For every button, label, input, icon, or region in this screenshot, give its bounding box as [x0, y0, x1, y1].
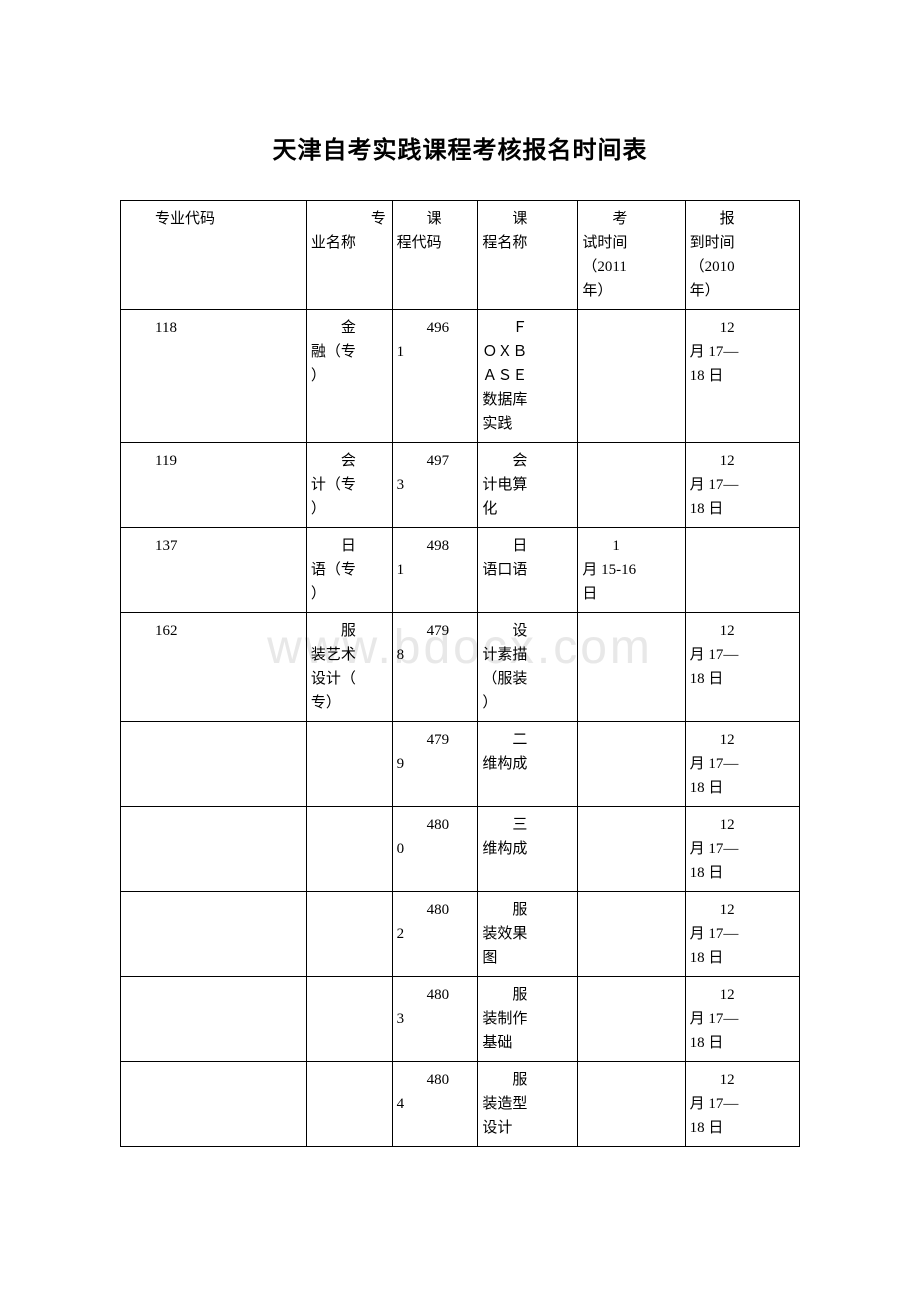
- cell-exam-time: [578, 1062, 685, 1147]
- header-major-name: 专业名称: [306, 201, 392, 310]
- cell-course-name: 会计电算化: [478, 443, 578, 528]
- header-exam-time: 考 试时间 （2011 年）: [578, 201, 685, 310]
- cell-major-code: 137: [121, 528, 307, 613]
- table-header-row: 专业代码 专业名称 课程代码 课程名称 考 试时间 （2011 年） 报 到时间…: [121, 201, 800, 310]
- cell-course-name: 服装效果图: [478, 892, 578, 977]
- cell-exam-time: [578, 807, 685, 892]
- cell-report-time: 12月 17—18 日: [685, 807, 799, 892]
- header-major-code: 专业代码: [121, 201, 307, 310]
- cell-exam-time: [578, 722, 685, 807]
- table-row: 4800 三维构成 12月 17—18 日: [121, 807, 800, 892]
- cell-major-name: 金融（专）: [306, 310, 392, 443]
- page-title: 天津自考实践课程考核报名时间表: [120, 130, 800, 165]
- cell-course-code: 4803: [392, 977, 478, 1062]
- cell-major-code: [121, 892, 307, 977]
- cell-exam-time: [578, 310, 685, 443]
- cell-report-time: 12月 17—18 日: [685, 443, 799, 528]
- cell-course-code: 4961: [392, 310, 478, 443]
- cell-course-name: 日语口语: [478, 528, 578, 613]
- cell-course-name: 服装制作基础: [478, 977, 578, 1062]
- page-container: 天津自考实践课程考核报名时间表 专业代码 专业名称 课程代码 课程名称 考 试时…: [0, 0, 920, 1227]
- table-row: 4802 服装效果图 12月 17—18 日: [121, 892, 800, 977]
- cell-report-time: [685, 528, 799, 613]
- cell-course-code: 4981: [392, 528, 478, 613]
- cell-report-time: 12月 17—18 日: [685, 722, 799, 807]
- cell-major-name: [306, 977, 392, 1062]
- cell-course-name: 设计素描（服装）: [478, 613, 578, 722]
- cell-exam-time: [578, 977, 685, 1062]
- header-report-time: 报 到时间 （2010 年）: [685, 201, 799, 310]
- cell-report-time: 12月 17—18 日: [685, 977, 799, 1062]
- cell-exam-time: [578, 892, 685, 977]
- cell-major-code: [121, 722, 307, 807]
- cell-course-name: 二维构成: [478, 722, 578, 807]
- cell-major-name: 日语（专）: [306, 528, 392, 613]
- cell-major-name: [306, 722, 392, 807]
- cell-course-code: 4800: [392, 807, 478, 892]
- cell-major-code: [121, 977, 307, 1062]
- cell-course-name: 三维构成: [478, 807, 578, 892]
- cell-course-code: 4802: [392, 892, 478, 977]
- table-row: 162 服装艺术设计（专） 4798 设计素描（服装） 12月 17—18 日: [121, 613, 800, 722]
- cell-major-name: 服装艺术设计（专）: [306, 613, 392, 722]
- cell-report-time: 12月 17—18 日: [685, 892, 799, 977]
- cell-major-code: [121, 807, 307, 892]
- cell-major-name: 会计（专）: [306, 443, 392, 528]
- cell-major-name: [306, 807, 392, 892]
- header-course-code: 课程代码: [392, 201, 478, 310]
- cell-course-name: ＦＯＸＢＡＳＥ数据库实践: [478, 310, 578, 443]
- cell-major-code: [121, 1062, 307, 1147]
- table-row: 4804 服装造型设计 12月 17—18 日: [121, 1062, 800, 1147]
- cell-report-time: 12月 17—18 日: [685, 1062, 799, 1147]
- table-row: 4799 二维构成 12月 17—18 日: [121, 722, 800, 807]
- table-row: 137 日语（专） 4981 日语口语 1月 15-16日: [121, 528, 800, 613]
- cell-course-code: 4798: [392, 613, 478, 722]
- schedule-table: 专业代码 专业名称 课程代码 课程名称 考 试时间 （2011 年） 报 到时间…: [120, 200, 800, 1147]
- cell-course-code: 4973: [392, 443, 478, 528]
- cell-exam-time: 1月 15-16日: [578, 528, 685, 613]
- cell-major-code: 118: [121, 310, 307, 443]
- cell-exam-time: [578, 613, 685, 722]
- cell-major-name: [306, 1062, 392, 1147]
- cell-report-time: 12月 17—18 日: [685, 310, 799, 443]
- cell-major-code: 162: [121, 613, 307, 722]
- header-course-name: 课程名称: [478, 201, 578, 310]
- cell-major-code: 119: [121, 443, 307, 528]
- cell-course-name: 服装造型设计: [478, 1062, 578, 1147]
- cell-course-code: 4804: [392, 1062, 478, 1147]
- cell-report-time: 12月 17—18 日: [685, 613, 799, 722]
- cell-exam-time: [578, 443, 685, 528]
- table-row: 4803 服装制作基础 12月 17—18 日: [121, 977, 800, 1062]
- table-row: 118 金融（专） 4961 ＦＯＸＢＡＳＥ数据库实践 12月 17—18 日: [121, 310, 800, 443]
- cell-major-name: [306, 892, 392, 977]
- table-row: 119 会计（专） 4973 会计电算化 12月 17—18 日: [121, 443, 800, 528]
- cell-course-code: 4799: [392, 722, 478, 807]
